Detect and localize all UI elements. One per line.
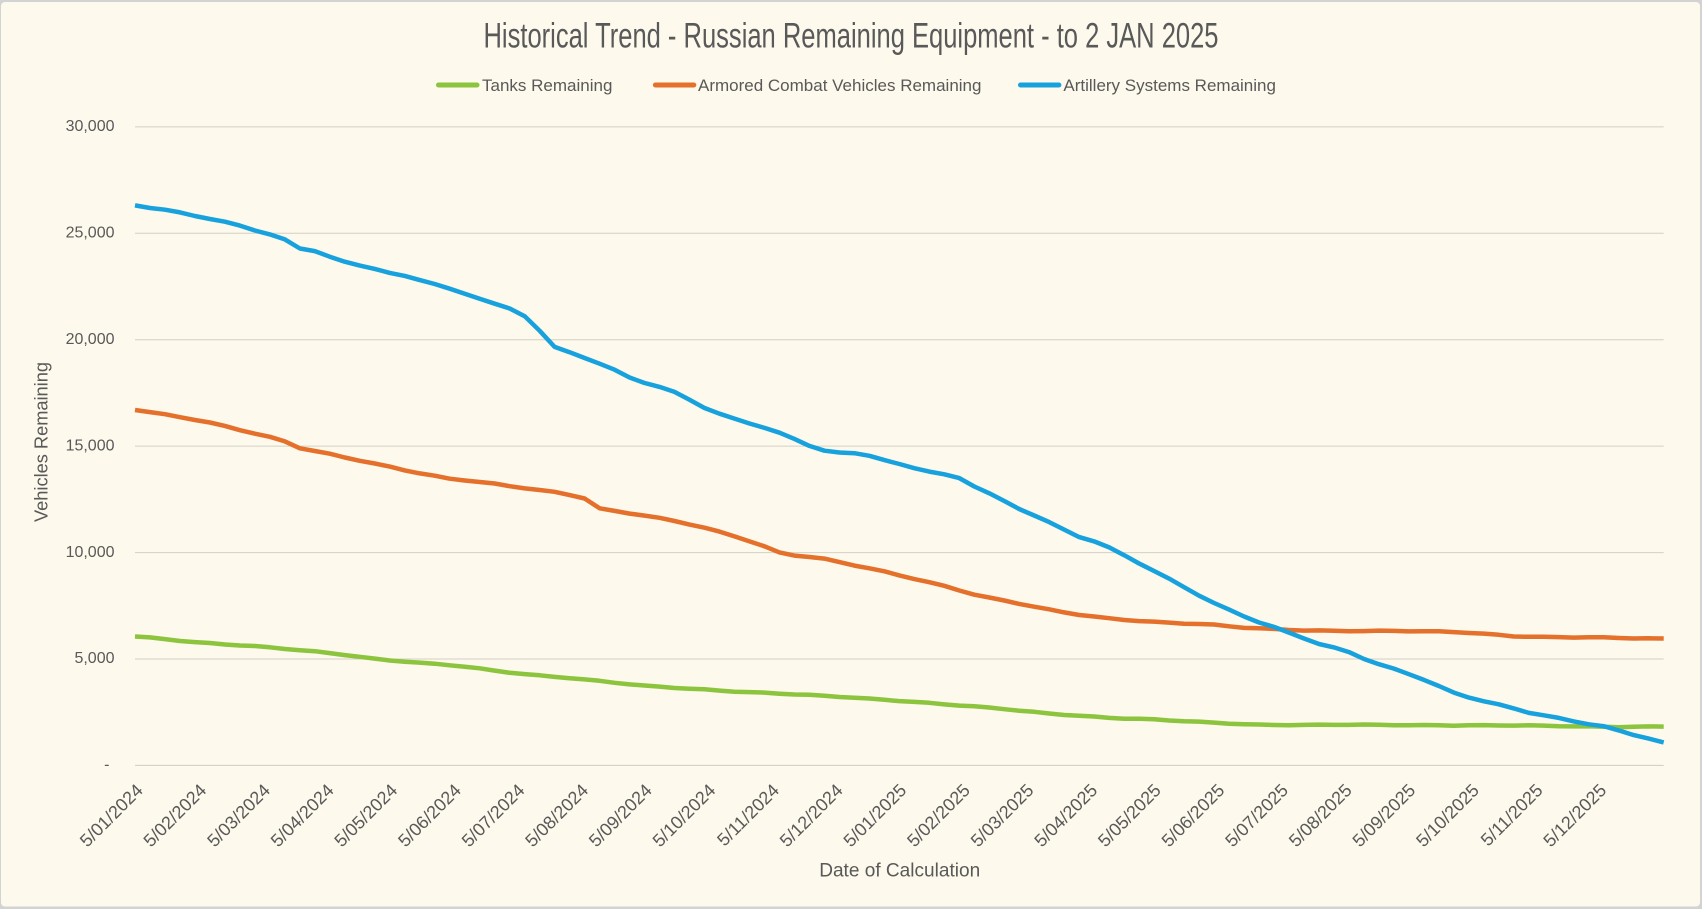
svg-text:Tanks Remaining: Tanks Remaining [482, 76, 612, 95]
svg-text:Vehicles Remaining: Vehicles Remaining [32, 362, 52, 522]
svg-text:20,000: 20,000 [66, 331, 115, 348]
svg-text:15,000: 15,000 [66, 437, 115, 454]
svg-text:10,000: 10,000 [66, 544, 115, 561]
svg-text:-: - [104, 757, 109, 774]
svg-text:Artillery Systems Remaining: Artillery Systems Remaining [1063, 76, 1276, 95]
svg-text:30,000: 30,000 [66, 118, 115, 135]
svg-text:Armored Combat Vehicles Remain: Armored Combat Vehicles Remaining [698, 76, 981, 95]
svg-text:5,000: 5,000 [74, 650, 114, 667]
svg-text:Date of Calculation: Date of Calculation [819, 860, 980, 882]
svg-text:25,000: 25,000 [66, 225, 115, 242]
svg-text:Historical Trend - Russian Rem: Historical Trend - Russian Remaining Equ… [484, 17, 1219, 56]
